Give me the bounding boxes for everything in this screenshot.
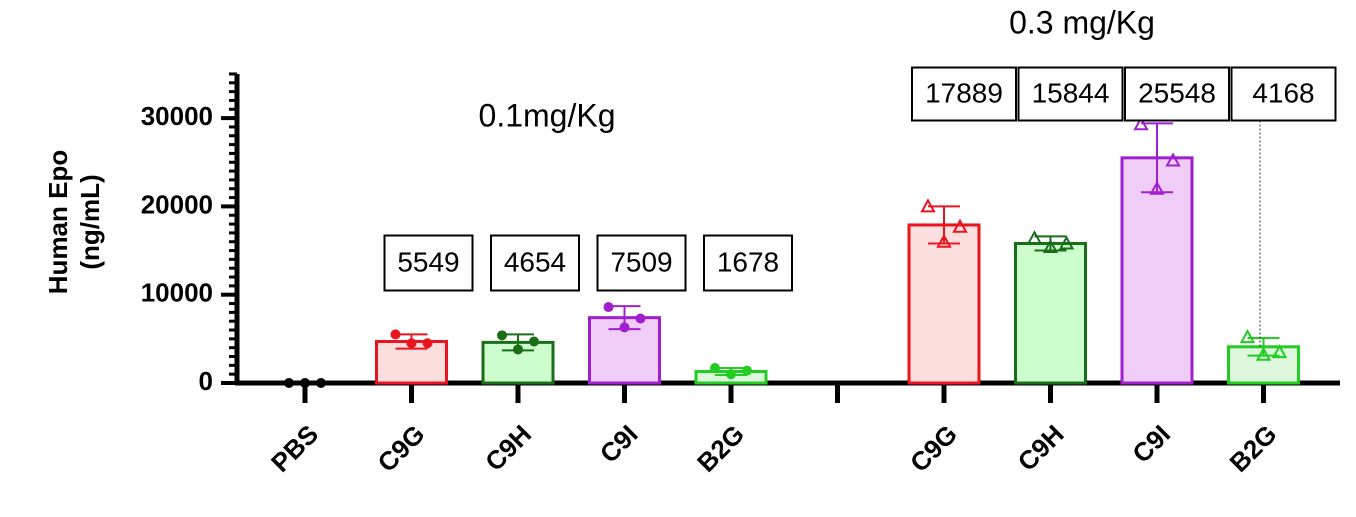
data-point bbox=[1149, 180, 1165, 195]
data-point bbox=[1133, 116, 1149, 131]
data-point bbox=[529, 336, 539, 347]
group-label: 0.1mg/Kg bbox=[479, 97, 616, 133]
data-point bbox=[497, 330, 507, 341]
data-point bbox=[952, 218, 968, 233]
x-tick-label: C9I bbox=[594, 419, 644, 469]
data-point bbox=[710, 362, 720, 373]
annotation: 1678 bbox=[717, 246, 779, 277]
annotation: 5549 bbox=[397, 246, 459, 277]
data-point bbox=[742, 365, 752, 376]
annotation-box bbox=[596, 234, 687, 292]
x-tick-label: C9G bbox=[372, 419, 431, 478]
x-tick-label: C9I bbox=[1126, 419, 1176, 469]
annotation-box bbox=[1230, 66, 1337, 122]
data-point bbox=[619, 322, 630, 333]
data-point bbox=[1271, 344, 1288, 359]
y-axis-label: (ng/mL) bbox=[75, 174, 105, 269]
annotation-box bbox=[911, 66, 1017, 122]
data-point bbox=[300, 378, 310, 388]
annotation: 4654 bbox=[504, 246, 566, 277]
y-tick-label: 10000 bbox=[141, 278, 213, 308]
annotation-box bbox=[1017, 66, 1124, 122]
annotation-box bbox=[490, 234, 580, 292]
data-point bbox=[316, 378, 326, 388]
data-point bbox=[635, 313, 646, 324]
annotation-box bbox=[1124, 66, 1230, 122]
data-point bbox=[1239, 328, 1256, 344]
bar bbox=[588, 316, 661, 385]
x-tick-label: C9G bbox=[904, 419, 963, 478]
data-point bbox=[1026, 230, 1043, 245]
data-point bbox=[390, 329, 401, 340]
y-tick-label: 0 bbox=[199, 366, 213, 396]
x-tick-label: C9H bbox=[479, 419, 537, 477]
data-point bbox=[1042, 238, 1059, 254]
x-tick-label: PBS bbox=[265, 419, 324, 478]
annotation: 17889 bbox=[925, 77, 1003, 108]
annotation: 15844 bbox=[1032, 77, 1110, 108]
y-tick-label: 20000 bbox=[141, 189, 213, 219]
data-point bbox=[936, 233, 952, 248]
bar bbox=[1120, 156, 1194, 385]
annotation: 7509 bbox=[610, 246, 672, 277]
bar bbox=[907, 223, 981, 385]
annotation: 25548 bbox=[1138, 77, 1216, 108]
data-point bbox=[1255, 346, 1272, 361]
group-label: 0.3 mg/Kg bbox=[1009, 4, 1155, 40]
data-point bbox=[726, 369, 736, 380]
y-axis-label: Human Epo bbox=[43, 150, 73, 294]
annotation-box bbox=[383, 234, 474, 292]
data-point bbox=[603, 302, 614, 313]
annotation: 4168 bbox=[1252, 77, 1314, 108]
x-tick-label: B2G bbox=[1224, 419, 1283, 478]
data-point bbox=[1165, 152, 1181, 167]
data-point bbox=[284, 378, 294, 388]
data-point bbox=[513, 344, 523, 355]
y-tick-label: 30000 bbox=[141, 101, 213, 131]
data-point bbox=[1058, 235, 1075, 250]
data-point bbox=[422, 338, 433, 349]
data-point bbox=[920, 198, 936, 213]
bar bbox=[1014, 241, 1087, 385]
data-point bbox=[406, 338, 417, 349]
annotation-box bbox=[703, 234, 793, 292]
x-tick-label: B2G bbox=[691, 419, 750, 478]
x-tick-label: C9H bbox=[1012, 419, 1070, 477]
